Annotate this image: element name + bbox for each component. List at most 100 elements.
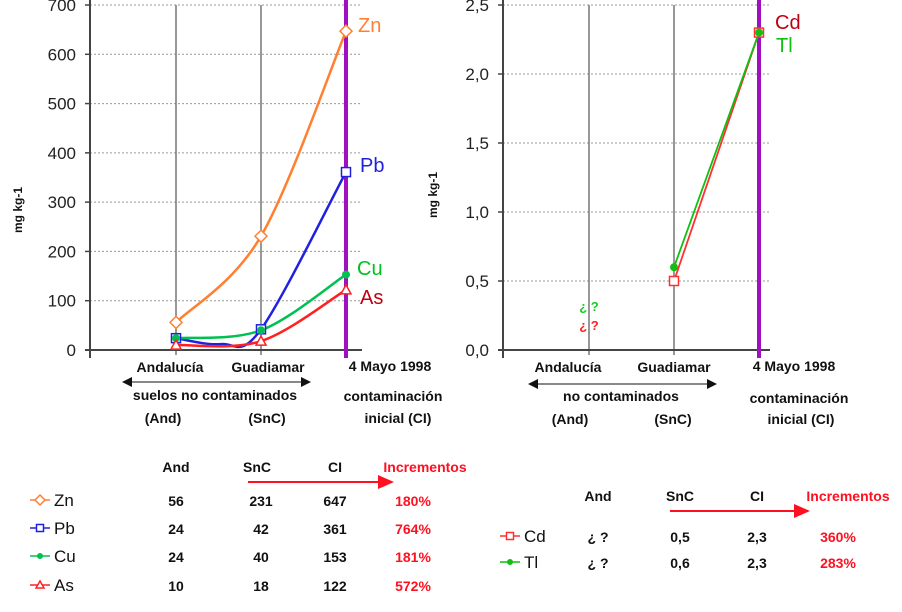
cell-snc: 42: [253, 521, 269, 537]
data-point-cu: [172, 334, 180, 343]
cell-ci: 153: [323, 549, 347, 565]
group-snc-label: (SnC): [654, 411, 691, 427]
y-axis-label: mg kg-1: [11, 187, 25, 233]
header-incrementos: Incrementos: [806, 488, 889, 504]
cell-and: 24: [168, 549, 184, 565]
y-tick-label: 0,5: [465, 272, 489, 291]
legend-marker-as: [34, 579, 46, 589]
cell-snc: 18: [253, 578, 269, 594]
legend-marker-pb: [35, 523, 45, 533]
cell-snc: 40: [253, 549, 269, 565]
table-heavy-metals: And SnC CI Incrementos Zn 56 231 647 180% Pb 2…: [30, 459, 467, 595]
cell-ci: 361: [323, 521, 347, 537]
cell-and: ¿ ?: [588, 555, 609, 571]
cell-snc: 231: [249, 493, 273, 509]
cell-ci: 2,3: [747, 529, 767, 545]
header-ci: CI: [750, 488, 764, 504]
row-name: Zn: [54, 491, 74, 510]
cell-incremento: 360%: [820, 529, 856, 545]
y-axis-label: mg kg-1: [426, 172, 440, 218]
header-incrementos: Incrementos: [383, 459, 466, 475]
series-line-tl: [673, 32, 760, 268]
category-label-andalucia: Andalucía: [535, 359, 602, 375]
y-tick-label: 2,0: [465, 65, 489, 84]
y-tick-label: 500: [48, 95, 76, 114]
series-label-as: As: [360, 287, 383, 309]
row-name: As: [54, 576, 74, 595]
row-name: Cd: [524, 527, 546, 546]
data-point-zn: [253, 229, 269, 244]
group-and-label: (And): [145, 410, 182, 426]
data-point-cd: [668, 275, 680, 287]
data-point-tl: [755, 28, 763, 37]
data-point-tl: [670, 263, 678, 272]
ci-label-line2: inicial (CI): [365, 410, 432, 426]
y-tick-label: 700: [48, 0, 76, 15]
y-tick-label: 1,0: [465, 203, 489, 222]
category-label-guadiamar: Guadiamar: [231, 359, 305, 375]
header-ci: CI: [328, 459, 342, 475]
cell-and: 10: [168, 578, 184, 594]
series-label-pb: Pb: [360, 155, 384, 177]
y-tick-label: 100: [48, 292, 76, 311]
data-point-zn: [338, 24, 354, 39]
data-point-cu: [257, 326, 265, 335]
y-tick-label: 1,5: [465, 134, 489, 153]
cell-ci: 122: [323, 578, 347, 594]
ci-label-line2: inicial (CI): [768, 411, 835, 427]
y-tick-label: 200: [48, 242, 76, 261]
ci-label-line1: contaminación: [750, 390, 849, 406]
y-tick-label: 400: [48, 144, 76, 163]
group-and-label: (And): [552, 411, 589, 427]
group-snc-label: (SnC): [248, 410, 285, 426]
data-point-as: [339, 283, 353, 295]
cell-and: 24: [168, 521, 184, 537]
category-label-date: 4 Mayo 1998: [349, 358, 432, 374]
cell-incremento: 572%: [395, 578, 431, 594]
chart-cd-tl: mg kg-1 Andalucía Guadiamar 4 Mayo 1998 …: [426, 0, 848, 427]
header-snc: SnC: [243, 459, 271, 475]
row-name: Pb: [54, 519, 75, 538]
header-snc: SnC: [666, 488, 694, 504]
series-label-zn: Zn: [358, 15, 381, 37]
y-tick-label: 600: [48, 45, 76, 64]
series-line-zn: [175, 30, 348, 324]
cell-snc: 0,5: [670, 529, 690, 545]
legend-marker-cd: [505, 531, 515, 541]
data-point-as: [169, 338, 183, 350]
y-tick-label: 0,0: [465, 341, 489, 360]
series-line-pb: [175, 171, 348, 349]
cell-and: ¿ ?: [588, 529, 609, 545]
cell-snc: 0,6: [670, 555, 690, 571]
y-tick-label: 0: [67, 341, 76, 360]
row-name: Cu: [54, 547, 76, 566]
series-label-cu: Cu: [357, 258, 383, 280]
chart-heavy-metals: mg kg-1 Andalucía Guadiamar 4 Mayo 1998 …: [11, 0, 442, 426]
legend-marker-cu: [37, 553, 43, 559]
data-point-pb: [340, 166, 352, 178]
row-name: Tl: [524, 553, 538, 572]
header-and: And: [584, 488, 611, 504]
data-point-zn: [168, 315, 184, 330]
category-label-date: 4 Mayo 1998: [753, 358, 836, 374]
data-point-cu: [342, 270, 350, 279]
cell-incremento: 181%: [395, 549, 431, 565]
legend-marker-tl: [507, 559, 513, 565]
data-point-as: [254, 334, 268, 346]
series-label-cd: Cd: [775, 12, 801, 34]
table-cd-tl: And SnC CI Incrementos Cd ¿ ? 0,5 2,3 360% Tl…: [500, 488, 890, 572]
category-label-andalucia: Andalucía: [137, 359, 204, 375]
ci-label-line1: contaminación: [344, 388, 443, 404]
group-label: no contaminados: [563, 388, 679, 404]
cell-incremento: 180%: [395, 493, 431, 509]
legend-marker-zn: [33, 493, 47, 507]
y-tick-label: 2,5: [465, 0, 489, 15]
cell-incremento: 764%: [395, 521, 431, 537]
category-label-guadiamar: Guadiamar: [637, 359, 711, 375]
cell-ci: 2,3: [747, 555, 767, 571]
cell-incremento: 283%: [820, 555, 856, 571]
cell-and: 56: [168, 493, 184, 509]
y-tick-label: 300: [48, 193, 76, 212]
cell-ci: 647: [323, 493, 347, 509]
